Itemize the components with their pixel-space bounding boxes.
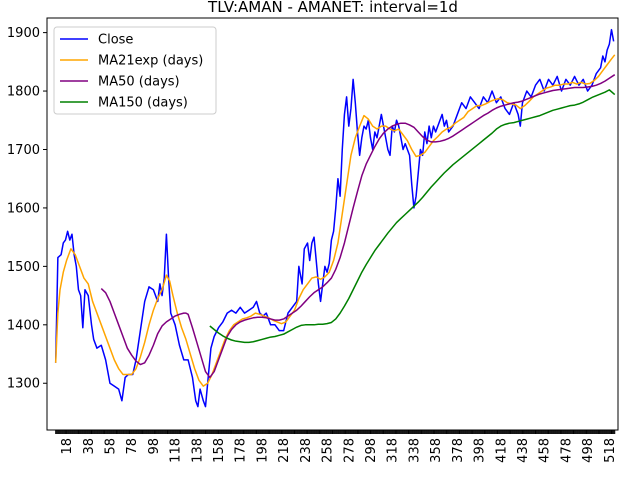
x-tick-label: 18 [60,438,75,455]
x-tick-label: 38 [82,438,97,455]
x-tick-label: 198 [255,438,270,463]
x-tick-label: 178 [234,438,249,463]
x-tick-label: 218 [277,438,292,463]
x-tick-label: 458 [538,438,553,463]
x-axis: 18 38 58 78 98 118 138 158 178 198 218 238 258 278 298… [55,430,618,463]
legend-box [53,26,217,115]
x-tick-label: 438 [516,438,531,463]
y-tick-label: 1300 [7,377,40,392]
legend-label: MA150 (days) [98,96,188,111]
legend: Close MA21exp (days) MA50 (days) MA150 (day… [53,26,217,115]
legend-label: MA21exp (days) [98,54,203,69]
x-minor-ticks [55,430,616,434]
series-line-ma150-days [209,89,616,344]
legend-label: MA50 (days) [98,75,180,90]
x-tick-label: 518 [603,438,618,463]
x-tick-label: 238 [299,438,314,463]
chart-title: TLV:AMAN - AMANET: interval=1d [207,0,458,16]
x-tick-label: 298 [364,438,379,463]
x-tick-label: 138 [190,438,205,463]
x-tick-label: 318 [386,438,401,463]
series-line-ma50-days [100,74,616,379]
x-tick-label: 278 [342,438,357,463]
x-tick-label: 258 [321,438,336,463]
x-tick-label: 478 [559,438,574,463]
y-tick-label: 1400 [7,318,40,333]
x-tick-label: 358 [429,438,444,463]
y-tick-label: 1600 [7,201,40,216]
y-tick-label: 1500 [7,260,40,275]
y-tick-label: 1700 [7,143,40,158]
series-line-ma21exp-days [54,54,616,387]
x-tick-label: 398 [473,438,488,463]
x-tick-label: 158 [212,438,227,463]
y-tick-label: 1800 [7,85,40,100]
x-tick-label: 98 [147,438,162,455]
x-tick-label: 498 [581,438,596,463]
legend-label: Close [98,33,133,48]
y-tick-label: 1900 [7,26,40,41]
x-tick-label: 118 [169,438,184,463]
x-tick-label: 418 [494,438,509,463]
x-tick-label: 338 [407,438,422,463]
series-layer [54,28,616,408]
x-tick-label: 58 [103,438,118,455]
x-tick-label: 378 [451,438,466,463]
x-tick-label: 78 [125,438,140,455]
y-axis: 1300 1400 1500 1600 1700 1800 1900 [7,26,47,392]
